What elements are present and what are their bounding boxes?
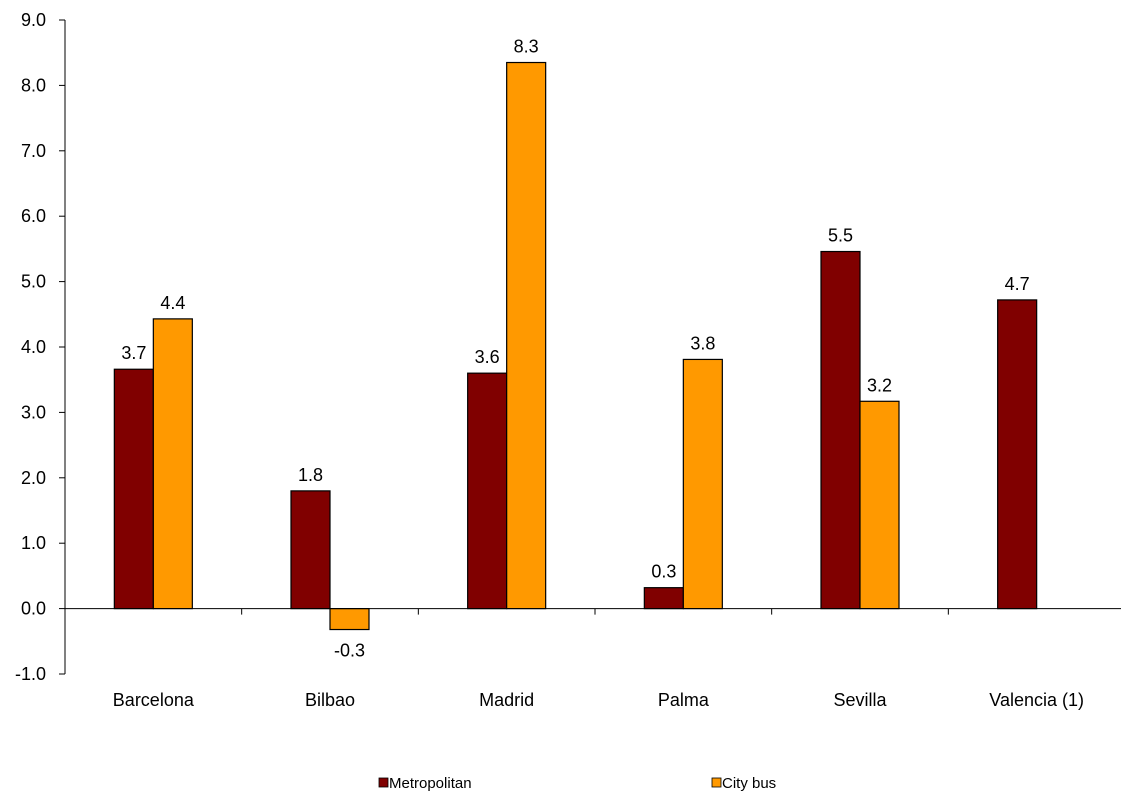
data-label: 8.3 bbox=[514, 37, 539, 57]
bar-city-bus bbox=[859, 400, 900, 610]
x-category-label: Madrid bbox=[479, 690, 534, 710]
data-label: 3.7 bbox=[121, 343, 146, 363]
bar-metropolitan bbox=[997, 299, 1038, 610]
legend: Metropolitan City bus bbox=[378, 775, 776, 792]
bar-metropolitan bbox=[467, 372, 508, 610]
bars-layer bbox=[113, 61, 1038, 631]
y-tick-label: 5.0 bbox=[21, 272, 46, 292]
y-tick-label: 6.0 bbox=[21, 206, 46, 226]
y-tick-label: 9.0 bbox=[21, 10, 46, 30]
labels-layer: 3.7 1.8 3.6 0.3 5.5 4.7 4.4 -0.3 8.3 3.8 3.2 bbox=[121, 37, 1029, 661]
bar-city-bus bbox=[682, 358, 723, 610]
data-label: -0.3 bbox=[334, 641, 365, 661]
x-category-label: Valencia (1) bbox=[989, 690, 1084, 710]
data-label: 3.6 bbox=[475, 347, 500, 367]
y-tick-label: 7.0 bbox=[21, 141, 46, 161]
bar-metropolitan bbox=[643, 587, 684, 610]
data-label: 4.7 bbox=[1005, 274, 1030, 294]
legend-label: Metropolitan bbox=[389, 775, 472, 792]
bar-city-bus bbox=[329, 607, 370, 631]
bar-city-bus bbox=[152, 318, 193, 610]
y-tick-label: 8.0 bbox=[21, 75, 46, 95]
data-label: 1.8 bbox=[298, 465, 323, 485]
y-tick-label: -1.0 bbox=[15, 664, 46, 684]
bar-city-bus bbox=[506, 61, 547, 610]
bar-metropolitan bbox=[290, 490, 331, 610]
y-tick-label: 0.0 bbox=[21, 599, 46, 619]
y-tick-label: 3.0 bbox=[21, 402, 46, 422]
axes-layer: -1.0 0.0 1.0 2.0 3.0 4.0 5.0 6.0 7.0 8.0 9.0 Barcel… bbox=[15, 10, 1121, 710]
data-label: 4.4 bbox=[160, 293, 185, 313]
bar-metropolitan bbox=[113, 368, 154, 610]
legend-swatch-metropolitan bbox=[378, 777, 389, 788]
data-label: 5.5 bbox=[828, 226, 853, 246]
y-tick-label: 1.0 bbox=[21, 533, 46, 553]
y-tick-label: 4.0 bbox=[21, 337, 46, 357]
x-category-label: Bilbao bbox=[305, 690, 355, 710]
legend-label: City bus bbox=[722, 775, 776, 792]
x-category-label: Barcelona bbox=[113, 690, 195, 710]
data-label: 3.8 bbox=[690, 333, 715, 353]
x-category-label: Sevilla bbox=[833, 690, 887, 710]
data-label: 0.3 bbox=[651, 562, 676, 582]
data-label: 3.2 bbox=[867, 375, 892, 395]
x-category-label: Palma bbox=[658, 690, 710, 710]
bar-metropolitan bbox=[820, 250, 861, 610]
legend-swatch-city-bus bbox=[711, 777, 722, 788]
y-tick-label: 2.0 bbox=[21, 468, 46, 488]
